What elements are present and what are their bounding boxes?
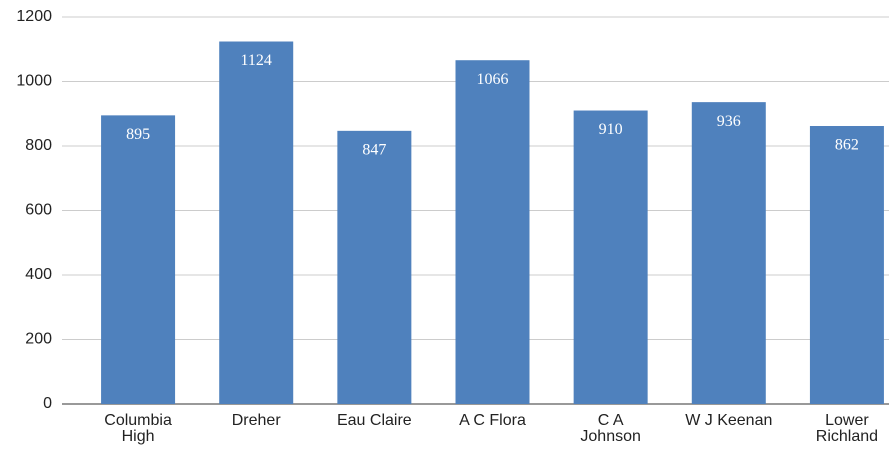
bar: [219, 41, 294, 404]
bar: [455, 60, 530, 405]
bar: [809, 126, 884, 404]
x-tick-label: W J Keenan: [685, 412, 773, 429]
value-label: 936: [717, 113, 741, 130]
bar: [101, 115, 176, 405]
x-tick-label: A C Flora: [459, 412, 526, 429]
x-tick-label: Columbia High: [104, 412, 172, 445]
x-tick-label: Lower Richland: [815, 412, 879, 445]
y-tick-label: 1000: [16, 73, 52, 90]
x-tick-label: C A Johnson: [580, 412, 641, 445]
y-tick-label: 1200: [16, 8, 52, 25]
bar: [573, 110, 648, 405]
value-label: 1066: [477, 71, 509, 88]
value-label: 862: [835, 137, 859, 154]
y-tick-label: 400: [25, 266, 52, 283]
value-label: 895: [126, 126, 150, 143]
y-tick-label: 600: [25, 202, 52, 219]
bar: [691, 102, 766, 404]
y-tick-label: 0: [43, 395, 52, 412]
y-tick-label: 800: [25, 137, 52, 154]
x-tick-label: Dreher: [231, 412, 281, 429]
value-label: 847: [362, 142, 386, 159]
value-label: 910: [599, 121, 623, 138]
bar: [337, 130, 412, 404]
x-tick-label: Eau Claire: [336, 412, 412, 429]
y-tick-label: 200: [25, 331, 52, 348]
value-label: 1124: [241, 52, 272, 69]
